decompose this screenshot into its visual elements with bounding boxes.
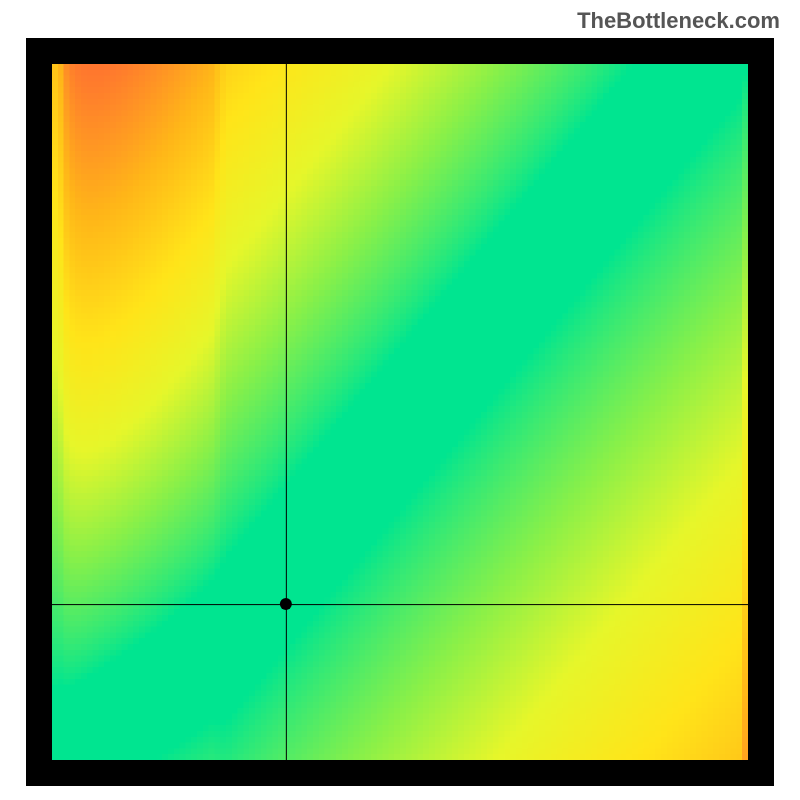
watermark-text: TheBottleneck.com xyxy=(577,8,780,34)
crosshair-overlay xyxy=(52,64,748,760)
chart-container: TheBottleneck.com xyxy=(0,0,800,800)
heatmap-frame xyxy=(26,38,774,786)
